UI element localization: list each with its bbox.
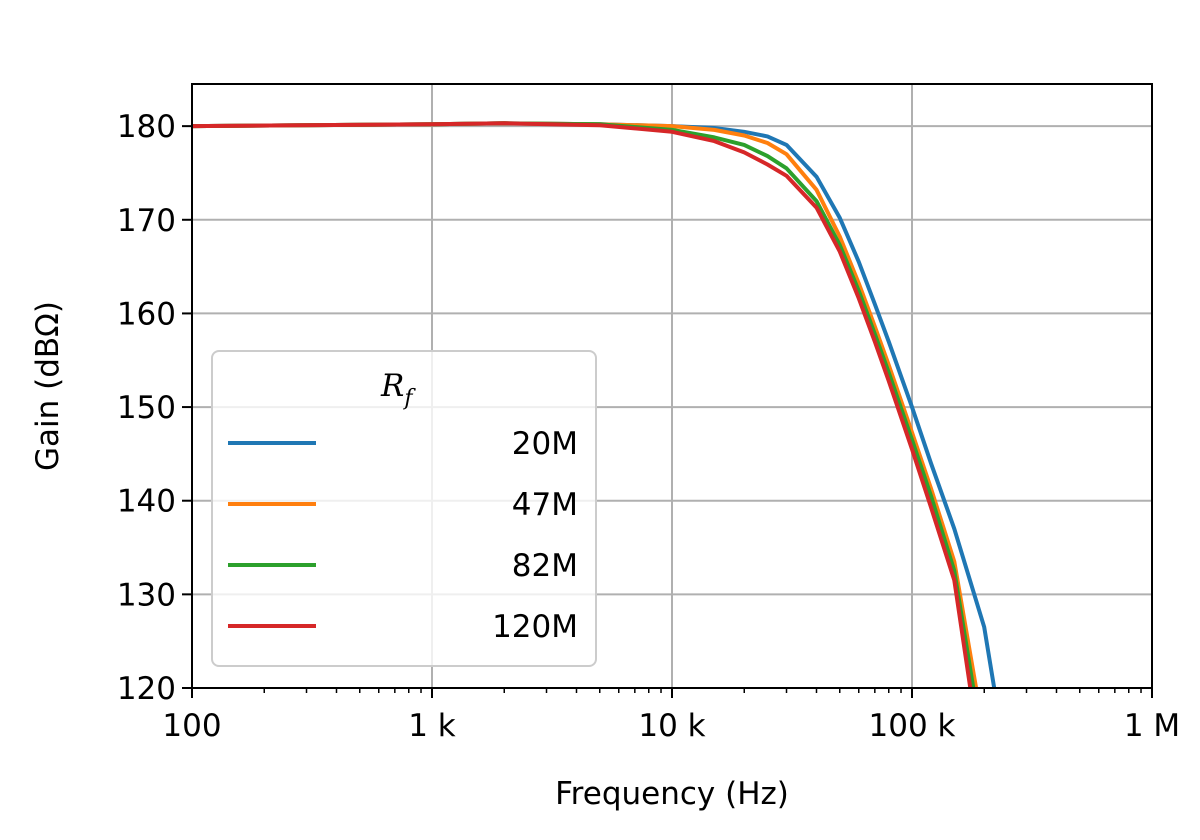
x-tick-label: 100 k bbox=[869, 708, 956, 744]
y-tick-label: 150 bbox=[117, 390, 176, 426]
y-tick-labels: 120 130 140 150 160 170 180 bbox=[117, 109, 176, 707]
axis-ticks bbox=[182, 125, 1153, 698]
y-tick-label: 130 bbox=[117, 577, 176, 613]
y-tick-label: 140 bbox=[117, 484, 176, 520]
x-axis-label: Frequency (Hz) bbox=[555, 776, 789, 812]
y-tick-label: 120 bbox=[117, 671, 176, 707]
x-tick-label: 1 k bbox=[408, 708, 456, 744]
series-lines bbox=[192, 121, 997, 688]
legend-label-82M: 82M bbox=[512, 548, 578, 584]
series-line-120M bbox=[192, 121, 973, 688]
x-tick-label: 10 k bbox=[638, 708, 705, 744]
legend-box bbox=[211, 350, 597, 667]
x-tick-labels: 100 1 k 10 k 100 k 1 M bbox=[162, 708, 1180, 744]
legend-label-120M: 120M bbox=[492, 609, 578, 645]
y-tick-label: 170 bbox=[117, 203, 176, 239]
y-axis-label: Gain (dBΩ) bbox=[30, 301, 66, 471]
legend-entries: 20M 47M 82M 120M bbox=[228, 426, 578, 645]
legend-title-main: R bbox=[380, 368, 404, 404]
x-tick-label: 1 M bbox=[1124, 708, 1180, 744]
y-tick-label: 160 bbox=[117, 296, 176, 332]
legend-label-47M: 47M bbox=[512, 487, 578, 523]
x-tick-label: 100 bbox=[162, 708, 221, 744]
legend-label-20M: 20M bbox=[512, 426, 578, 462]
y-tick-label: 180 bbox=[117, 109, 176, 145]
